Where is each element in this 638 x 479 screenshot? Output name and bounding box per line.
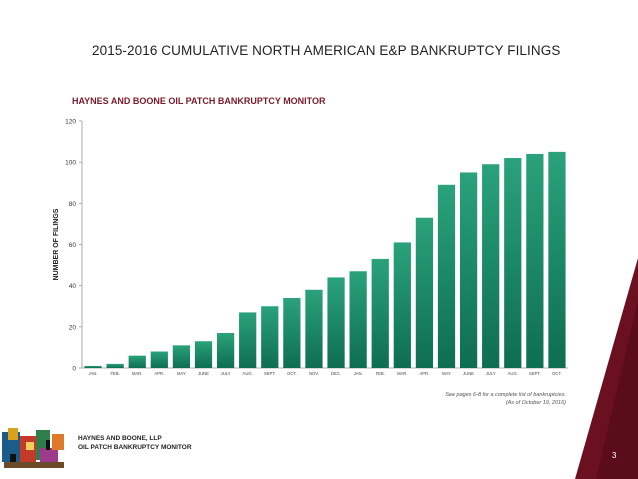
- x-tick-label: DEC.: [331, 371, 341, 376]
- x-tick-label: JAN.: [89, 371, 98, 376]
- x-tick-label: JUNE: [198, 371, 209, 376]
- bar: [239, 312, 257, 368]
- bar: [349, 271, 367, 368]
- bar: [172, 345, 191, 368]
- x-tick-label: AUG.: [508, 371, 518, 376]
- bar: [415, 217, 434, 368]
- bar: [106, 363, 124, 368]
- slide-title: 2015-2016 CUMULATIVE NORTH AMERICAN E&P …: [92, 43, 561, 58]
- page-number: 3: [612, 451, 617, 460]
- bar: [150, 351, 168, 368]
- y-tick-label: 40: [69, 283, 77, 290]
- bar: [504, 158, 522, 368]
- x-tick-label: OCT.: [287, 371, 297, 376]
- bar: [194, 341, 213, 368]
- bar: [526, 153, 544, 368]
- footnote-line-1: See pages 6-8 for a complete list of ban…: [445, 392, 566, 398]
- x-tick-label: FEB.: [110, 371, 119, 376]
- x-tick-label: NOV.: [309, 371, 319, 376]
- x-tick-label: SEPT.: [529, 371, 541, 376]
- footer-firm-name: HAYNES AND BOONE, LLP: [78, 435, 162, 442]
- x-tick-label: SEPT.: [264, 371, 276, 376]
- chart-title: HAYNES AND BOONE OIL PATCH BANKRUPTCY MO…: [72, 96, 326, 106]
- x-tick-label: AUG.: [243, 371, 253, 376]
- bar: [283, 298, 301, 368]
- bar: [84, 365, 102, 368]
- x-tick-label: MAY: [442, 371, 451, 376]
- footer: HAYNES AND BOONE, LLP OIL PATCH BANKRUPT…: [78, 434, 192, 452]
- bar: [327, 277, 345, 368]
- oil-patch-logo-art: [0, 426, 70, 479]
- y-tick-label: 60: [69, 242, 77, 249]
- x-tick-label: APR.: [420, 371, 430, 376]
- x-tick-label: APR.: [154, 371, 164, 376]
- x-tick-label: JULY: [221, 371, 231, 376]
- y-tick-label: 80: [69, 201, 77, 208]
- x-tick-label: OCT.: [552, 371, 562, 376]
- y-tick-label: 100: [65, 160, 76, 167]
- x-tick-label: MAR.: [132, 371, 142, 376]
- bar: [548, 151, 566, 368]
- bar: [261, 306, 279, 368]
- x-tick-label: JULY: [486, 371, 496, 376]
- bar: [305, 289, 323, 368]
- bar: [393, 242, 411, 368]
- x-tick-label: JAN.: [354, 371, 363, 376]
- x-tick-label: FEB.: [376, 371, 385, 376]
- bar: [459, 172, 478, 368]
- y-axis-label: NUMBER OF FILINGS: [53, 208, 60, 280]
- bar: [216, 333, 235, 368]
- bar: [128, 355, 146, 368]
- x-tick-label: MAR.: [397, 371, 407, 376]
- y-tick-label: 120: [65, 119, 76, 126]
- bar: [482, 164, 500, 368]
- bar: [437, 184, 456, 368]
- x-tick-label: MAY: [177, 371, 186, 376]
- footer-report-name: OIL PATCH BANKRUPTCY MONITOR: [78, 444, 192, 451]
- y-tick-label: 0: [72, 366, 76, 373]
- footnote: See pages 6-8 for a complete list of ban…: [445, 392, 566, 407]
- x-tick-label: JUNE: [463, 371, 474, 376]
- bar: [371, 258, 389, 368]
- y-tick-label: 20: [69, 324, 77, 331]
- footnote-line-2: (As of October 19, 2016): [505, 399, 566, 406]
